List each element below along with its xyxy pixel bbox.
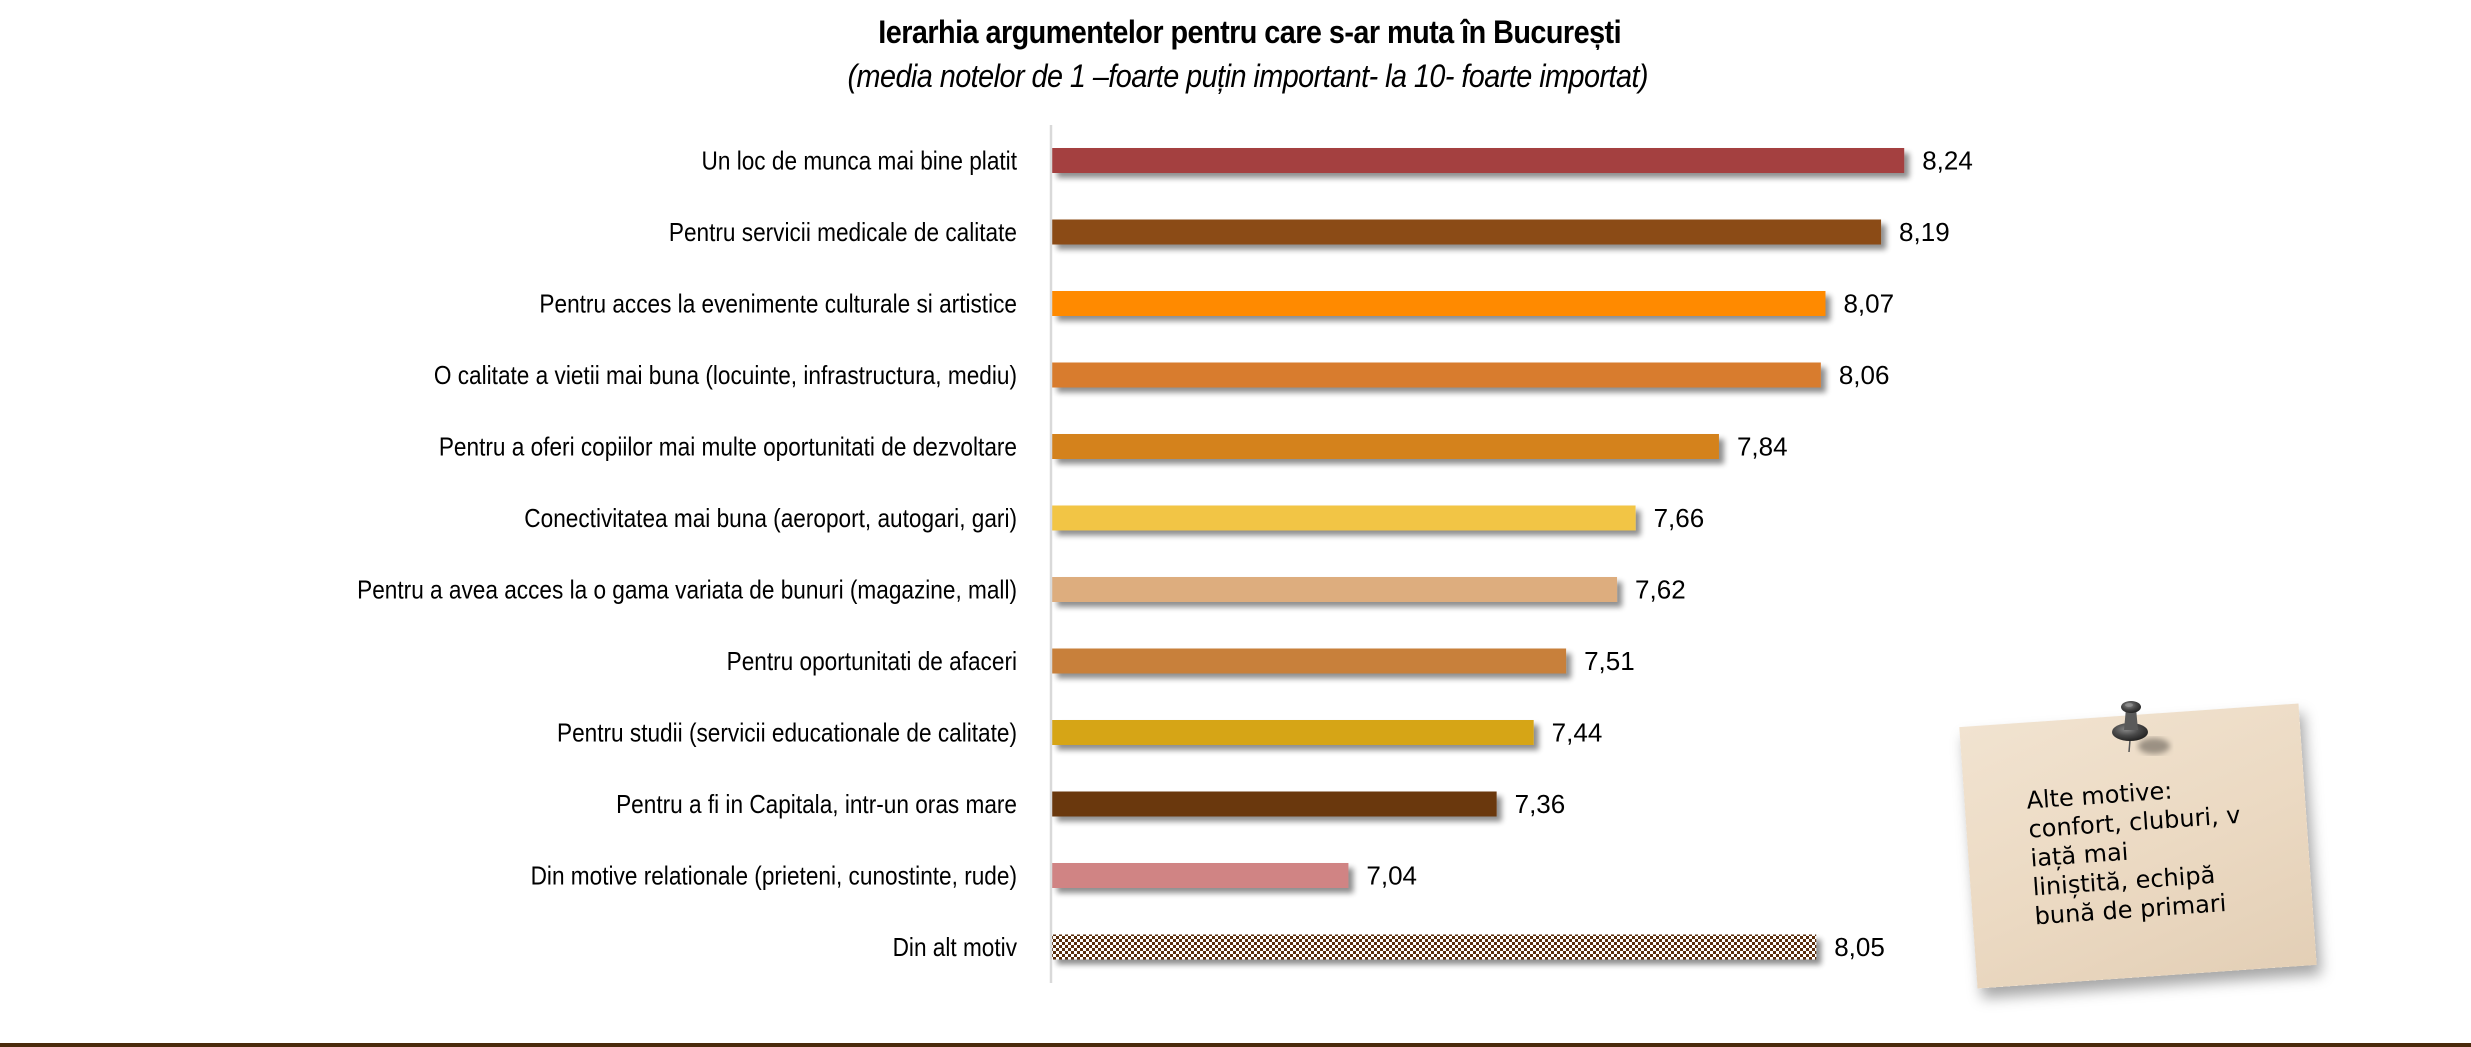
chart-subtitle: (media notelor de 1 –foarte puțin import… [0, 58, 2471, 95]
bar [1052, 434, 1719, 459]
data-label: 7,62 [1635, 575, 1686, 605]
bar [1052, 934, 1817, 960]
bar [1052, 362, 1821, 388]
category-label: Din alt motiv [893, 934, 1018, 963]
bar [1052, 577, 1618, 602]
category-label: Pentru acces la evenimente culturale si … [539, 290, 1017, 319]
chart-subtitle-text: (media notelor de 1 –foarte puțin import… [847, 58, 1649, 94]
data-label: 8,24 [1922, 146, 1973, 176]
pushpin-icon [2112, 701, 2170, 754]
bar [1052, 791, 1497, 817]
bar [1052, 863, 1349, 888]
value-labels: 8,24 8,19 8,07 8,06 7,84 7,66 7,62 7,51 7,44 7,36… [1366, 146, 1972, 963]
category-label: Un loc de munca mai bine platit [702, 147, 1018, 176]
data-label: 7,04 [1366, 861, 1417, 891]
data-label: 8,05 [1834, 932, 1885, 962]
category-label: Conectivitatea mai buna (aeroport, autog… [524, 505, 1017, 534]
category-label: Pentru a fi in Capitala, intr-un oras ma… [616, 791, 1017, 820]
category-labels: Un loc de munca mai bine platit Pentru se… [357, 147, 1018, 962]
category-label: Pentru studii (servicii educationale de … [557, 719, 1017, 748]
bottom-rule [0, 1043, 2471, 1047]
chart-title: Ierarhia argumentelor pentru care s-ar m… [0, 14, 2471, 51]
bar [1052, 720, 1534, 745]
data-label: 7,36 [1515, 789, 1566, 819]
bar [1052, 505, 1636, 531]
data-label: 7,84 [1737, 432, 1788, 462]
category-label: Pentru servicii medicale de calitate [669, 219, 1017, 248]
data-label: 8,07 [1843, 289, 1894, 319]
bar [1052, 648, 1567, 674]
data-label: 7,51 [1584, 646, 1635, 676]
data-label: 7,44 [1552, 718, 1603, 748]
sticky-note-text: Alte motive: confort, cluburi, v iață ma… [2026, 768, 2305, 931]
bars [1052, 148, 1905, 960]
chart-title-text: Ierarhia argumentelor pentru care s-ar m… [878, 14, 1622, 50]
category-label: Pentru oportunitati de afaceri [727, 648, 1017, 677]
bar [1052, 148, 1905, 173]
data-label: 8,06 [1839, 360, 1890, 390]
category-label: Pentru a avea acces la o gama variata de… [357, 576, 1017, 605]
data-label: 7,66 [1654, 503, 1705, 533]
category-label: Pentru a oferi copiilor mai multe oportu… [439, 433, 1017, 462]
bar [1052, 219, 1882, 245]
data-label: 8,19 [1899, 217, 1950, 247]
category-label: Din motive relationale (prieteni, cunost… [531, 862, 1017, 891]
category-label: O calitate a vietii mai buna (locuinte, … [434, 362, 1017, 391]
bar [1052, 291, 1826, 316]
